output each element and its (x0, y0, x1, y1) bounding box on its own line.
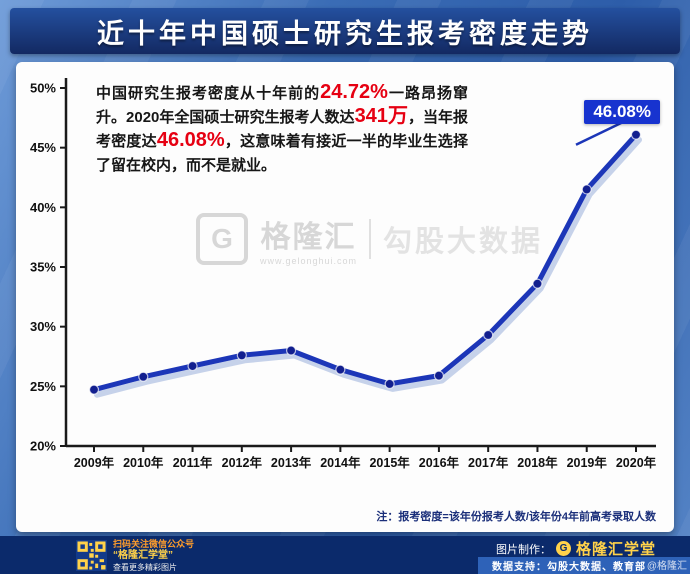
annotation-part4: ，这意味着有接近一半的毕业生选择了留在校内，而不是就业。 (96, 133, 468, 174)
data-support-strip: 数据支持：勾股大数据、教育部 (478, 557, 690, 574)
svg-text:25%: 25% (30, 379, 56, 394)
qr-caption-line3: 查看更多精彩图片 (113, 562, 177, 572)
qr-group: 扫码关注微信公众号 “格隆汇学堂” 查看更多精彩图片 (76, 539, 194, 573)
svg-text:2016年: 2016年 (419, 455, 460, 470)
qr-caption-line1: 扫码关注微信公众号 (113, 539, 195, 549)
chart-footnote: 注：报考密度=该年份报考人数/该年份4年前高考录取人数 (376, 511, 656, 523)
svg-text:2017年: 2017年 (468, 455, 509, 470)
peak-value-label: 46.08% (584, 100, 660, 124)
svg-text:35%: 35% (30, 260, 56, 275)
annotation-part2: 一路昂扬窜升。2020年全国硕士研究生报考人数达 (96, 85, 468, 126)
qr-code (76, 540, 107, 572)
page-title: 近十年中国硕士研究生报考密度走势 (97, 18, 593, 49)
svg-text:2019年: 2019年 (567, 455, 608, 470)
qr-caption-line2: “格隆汇学堂” (113, 550, 173, 562)
gelonghui-college-logo-icon: G (555, 541, 571, 556)
credit-value: 格隆汇学堂 (575, 541, 656, 558)
annotation-highlight-applicants: 341万 (354, 105, 408, 127)
annotation-highlight-2009-density: 24.72% (320, 81, 388, 103)
svg-text:2015年: 2015年 (369, 455, 410, 470)
annotation-text: 中国研究生报考密度从十年前的24.72%一路昂扬窜升。2020年全国硕士研究生报… (96, 82, 468, 178)
svg-text:40%: 40% (30, 200, 56, 215)
credit-group: 图片制作： G 格隆汇学堂 (496, 538, 656, 559)
svg-text:20%: 20% (30, 439, 56, 454)
weibo-handle: @格隆汇 (646, 561, 687, 572)
annotation-part1: 中国研究生报考密度从十年前的 (96, 85, 321, 102)
annotation-highlight-2020-density: 46.08% (156, 129, 225, 151)
svg-text:2020年: 2020年 (616, 455, 657, 470)
svg-text:2018年: 2018年 (517, 455, 558, 470)
chart-panel: 20% 25% 30% 35% 40% 45% 50% 2009年 2010年 2011年 2012… (16, 62, 674, 532)
svg-text:2014年: 2014年 (320, 455, 361, 470)
svg-text:50%: 50% (30, 81, 56, 96)
svg-text:2009年: 2009年 (74, 455, 115, 470)
footer-bar: 扫码关注微信公众号 “格隆汇学堂” 查看更多精彩图片 图片制作： G 格隆汇学堂… (0, 536, 690, 574)
svg-text:2011年: 2011年 (173, 455, 213, 470)
svg-text:45%: 45% (30, 140, 56, 155)
annotation-part3: ，当年报考密度达 (96, 109, 469, 150)
trend-line-chart: 20% 25% 30% 35% 40% 45% 50% 2009年 2010年 2011年 2012… (30, 78, 657, 470)
svg-text:2010年: 2010年 (123, 455, 164, 470)
credit-label: 图片制作： (495, 543, 551, 556)
svg-text:30%: 30% (30, 319, 56, 334)
data-support-text: 数据支持：勾股大数据、教育部 (492, 562, 646, 573)
svg-text:2012年: 2012年 (222, 455, 263, 470)
svg-text:2013年: 2013年 (271, 455, 312, 470)
title-bar: 近十年中国硕士研究生报考密度走势 (10, 8, 680, 54)
